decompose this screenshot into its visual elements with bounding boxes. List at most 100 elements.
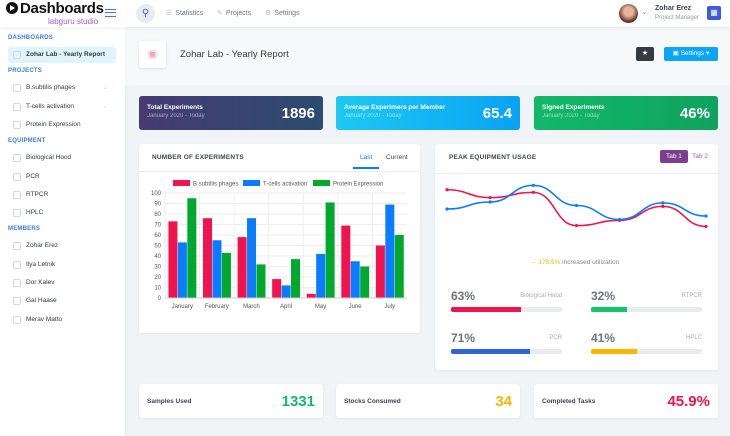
stat-card: Samples Used 1331	[139, 384, 323, 418]
line-chart	[445, 183, 708, 229]
progress-percent: 71%	[451, 331, 476, 345]
x-tick-label: June	[349, 304, 363, 310]
nav-label: Statistics	[175, 10, 204, 17]
search-button[interactable]: ⚲	[136, 4, 155, 23]
item-icon	[13, 242, 21, 251]
avatar[interactable]	[619, 4, 638, 23]
kpi-sub: January 2020 - Today	[147, 113, 205, 119]
calendar-button[interactable]: ▦	[707, 6, 721, 20]
stat-value: 34	[495, 392, 512, 410]
chevron-down-icon[interactable]: ⌄	[642, 10, 648, 16]
sidebar-item[interactable]: Ilya Letnik	[8, 257, 118, 273]
progress-item: 63% Biological Hood	[451, 289, 562, 312]
sidebar-section-title: MEMBERS	[8, 226, 41, 233]
data-point	[531, 190, 535, 194]
kpi-label: Signed Experiments	[542, 104, 605, 111]
data-point	[445, 188, 449, 192]
y-tick-label: 50	[154, 244, 161, 250]
stat-label: Stocks Consumed	[344, 397, 401, 405]
sidebar: DASHBOARDS Zohar Lab - Yearly Report PROJE…	[0, 27, 125, 436]
data-point	[574, 224, 579, 228]
x-tick-label: February	[205, 304, 229, 310]
nav-label: Settings	[274, 10, 300, 17]
progress-percent: 32%	[591, 289, 616, 303]
sidebar-item[interactable]: B.subtilis phages ⌄	[8, 80, 118, 96]
kpi-sub: January 2020 - Today	[542, 113, 600, 119]
bar	[360, 266, 370, 298]
utilization-note: ← 175.5% increased utilization	[530, 259, 619, 266]
divider	[435, 173, 718, 174]
stat-value: 1331	[281, 392, 315, 410]
item-icon	[13, 120, 21, 129]
bar	[221, 252, 231, 298]
chevron-down-icon[interactable]: ⌄	[102, 85, 108, 92]
sidebar-item-label: B.subtilis phages	[26, 84, 76, 92]
sidebar-item[interactable]: Protein Expression	[8, 117, 118, 133]
bar	[325, 202, 335, 298]
progress-percent: 41%	[591, 331, 616, 345]
sidebar-item[interactable]: T-cells activation ⌄	[8, 99, 118, 115]
legend-swatch	[173, 180, 190, 186]
legend-label: B.subtilis phages	[193, 182, 238, 188]
legend-label: T-cells activation	[263, 182, 307, 188]
sidebar-item[interactable]: HPLC	[8, 205, 118, 221]
nav-statistics[interactable]: ☰ Statistics	[166, 9, 203, 17]
line-series	[446, 184, 707, 221]
tab-indicator	[353, 167, 379, 169]
sidebar-item-label: HPLC	[26, 209, 44, 217]
star-button[interactable]: ★	[636, 47, 654, 61]
logo-text: Dashboards	[20, 0, 104, 17]
y-tick-label: 90	[154, 202, 161, 208]
sidebar-item-label: Protein Expression	[26, 120, 81, 128]
data-point	[574, 203, 579, 208]
item-icon	[13, 51, 21, 59]
y-tick-label: 70	[154, 223, 161, 229]
bar	[341, 225, 351, 298]
bar	[212, 240, 222, 298]
menu-icon[interactable]	[105, 9, 116, 17]
sidebar-item-label: Zohar Lab - Yearly Report	[26, 51, 105, 58]
y-tick-label: 100	[151, 191, 162, 197]
nav-label: Projects	[225, 10, 252, 17]
chevron-down-icon[interactable]: ⌄	[102, 103, 108, 110]
bar	[237, 237, 247, 298]
progress-fill	[591, 307, 627, 312]
tab-1[interactable]: Tab 1	[660, 150, 688, 163]
sidebar-item[interactable]: Zohar Lab - Yearly Report	[8, 47, 116, 63]
y-tick-label: 20	[154, 275, 161, 281]
sidebar-item[interactable]: RTPCR	[8, 187, 118, 203]
logo[interactable]: Dashboards	[6, 1, 104, 17]
sidebar-item[interactable]: PCR	[8, 169, 118, 185]
data-point	[661, 204, 665, 208]
kpi-total-experiments: Total Experiments January 2020 - Today 189…	[139, 96, 323, 130]
gear-icon: ⚙	[265, 10, 272, 17]
tab-last[interactable]: Last	[360, 154, 373, 161]
sidebar-item[interactable]: Dor Kalev	[8, 275, 118, 291]
kpi-value: 1896	[281, 105, 315, 122]
legend-swatch	[243, 180, 260, 186]
bar	[203, 218, 213, 298]
stat-card: Stocks Consumed 34	[336, 384, 520, 418]
kpi-average-experiments: Average Experimers per Member January 202…	[336, 96, 520, 130]
x-tick-label: March	[243, 304, 260, 310]
x-tick-label: May	[315, 304, 326, 310]
kpi-label: Total Experiments	[147, 104, 203, 111]
sidebar-item[interactable]: Merav Matto	[8, 312, 118, 328]
tab-2[interactable]: Tab 2	[692, 153, 708, 160]
sidebar-item[interactable]: Gal Haase	[8, 293, 118, 309]
stat-value: 45.9%	[667, 392, 710, 410]
settings-button[interactable]: ▣ Settings ▾	[664, 47, 718, 61]
progress-bar	[591, 349, 702, 354]
nav-projects[interactable]: ✎ Projects	[217, 9, 251, 17]
sidebar-item[interactable]: Biological Hood	[8, 150, 118, 166]
card-title: NUMBER OF EXPERIMENTS	[152, 154, 244, 161]
tab-current[interactable]: Current	[386, 154, 408, 161]
data-point	[618, 217, 622, 222]
sidebar-item[interactable]: Zohar Erez	[8, 238, 118, 254]
bar	[306, 293, 316, 298]
nav-settings[interactable]: ⚙ Settings	[265, 9, 300, 17]
stat-card: Completed Tasks 45.9%	[534, 384, 718, 418]
delta-value: 175.5%	[538, 259, 561, 266]
item-icon	[13, 209, 21, 218]
arrow-left-icon: ←	[530, 259, 537, 266]
